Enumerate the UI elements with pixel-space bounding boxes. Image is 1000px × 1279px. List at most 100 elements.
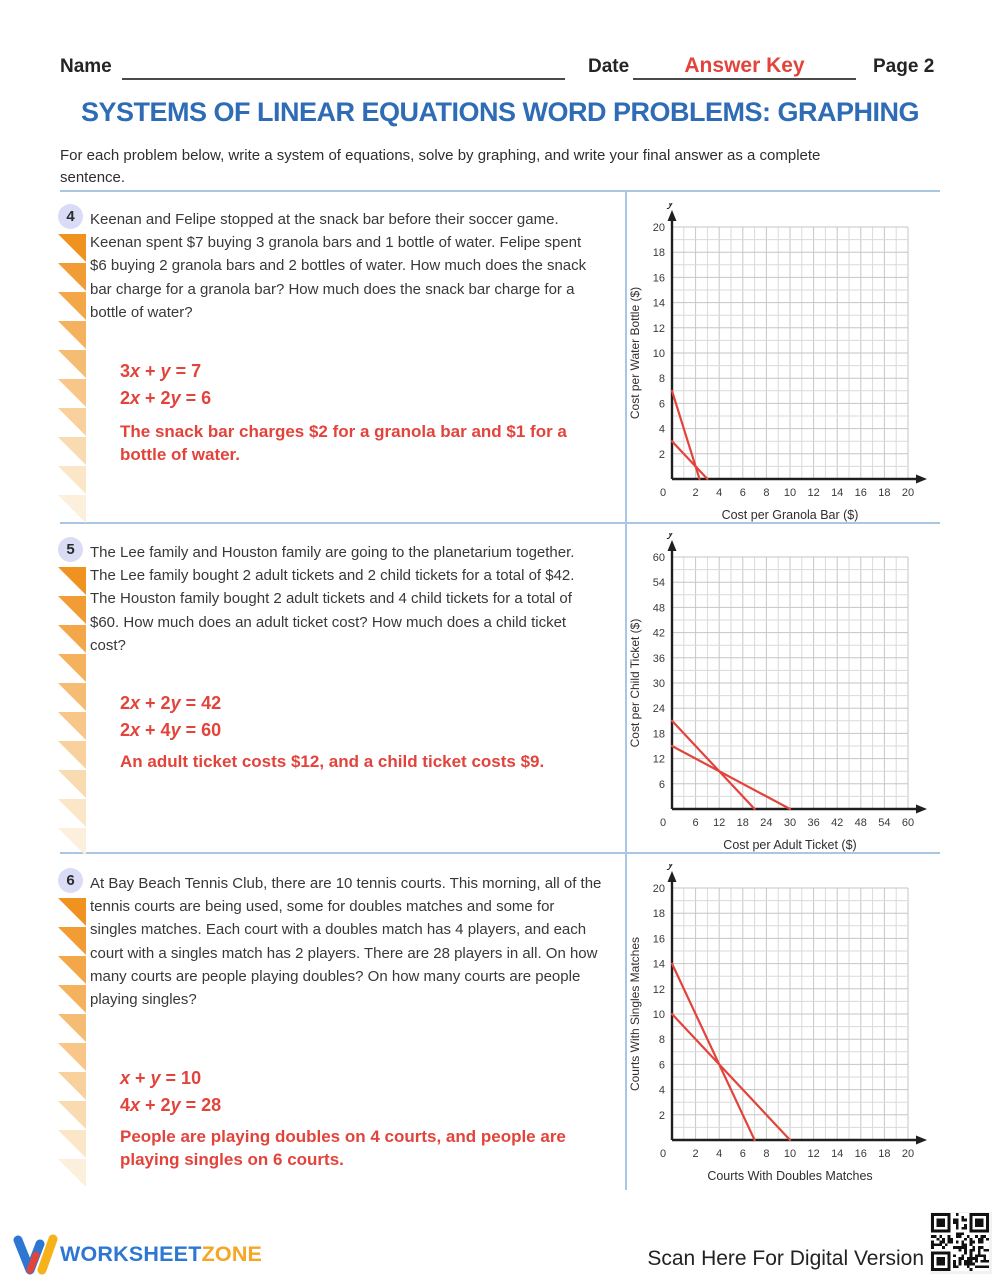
svg-text:0: 0 xyxy=(660,487,666,499)
instructions: For each problem below, write a system o… xyxy=(60,147,821,186)
svg-text:0: 0 xyxy=(660,1148,666,1160)
x-axis-arrow-icon xyxy=(916,804,927,814)
svg-text:6: 6 xyxy=(693,817,699,829)
y-axis-letter: y xyxy=(667,203,676,209)
svg-text:20: 20 xyxy=(902,487,914,499)
triangle-icon xyxy=(58,437,86,465)
svg-text:42: 42 xyxy=(831,817,843,829)
triangle-icon xyxy=(58,1101,86,1129)
svg-text:4: 4 xyxy=(716,487,722,499)
triangle-icon xyxy=(58,567,86,595)
svg-text:18: 18 xyxy=(653,908,665,920)
svg-text:2: 2 xyxy=(693,487,699,499)
y-axis-letter: y xyxy=(667,533,676,539)
x-axis-title: Cost per Granola Bar ($) xyxy=(722,508,859,522)
triangle-icon xyxy=(58,741,86,769)
triangle-icon xyxy=(58,799,86,827)
triangle-icon xyxy=(58,379,86,407)
svg-text:36: 36 xyxy=(807,817,819,829)
triangle-icon xyxy=(58,466,86,494)
svg-text:16: 16 xyxy=(855,487,867,499)
x-tick-labels: 0 6 12 18 24 30 36 42 48 54 60 xyxy=(660,817,914,829)
svg-text:54: 54 xyxy=(878,817,890,829)
triangle-icon xyxy=(58,828,86,856)
svg-text:12: 12 xyxy=(653,984,665,996)
page-number: Page 2 xyxy=(873,56,935,77)
svg-text:6: 6 xyxy=(740,487,746,499)
svg-text:18: 18 xyxy=(878,487,890,499)
triangle-icon xyxy=(58,683,86,711)
triangle-icon xyxy=(58,1130,86,1158)
svg-text:6: 6 xyxy=(659,779,665,791)
svg-text:6: 6 xyxy=(659,1059,665,1071)
problem-6-section: 6 At Bay Beach Tennis Club, there are 10… xyxy=(56,858,616,1190)
svg-text:8: 8 xyxy=(659,1034,665,1046)
svg-text:16: 16 xyxy=(855,1148,867,1160)
triangle-icon xyxy=(58,712,86,740)
svg-text:30: 30 xyxy=(653,678,665,690)
svg-text:14: 14 xyxy=(653,959,665,971)
divider-top xyxy=(60,190,940,192)
svg-text:10: 10 xyxy=(784,487,796,499)
y-axis-title: Cost per Child Ticket ($) xyxy=(628,619,642,748)
axes xyxy=(670,549,918,811)
svg-text:16: 16 xyxy=(653,933,665,945)
svg-text:2: 2 xyxy=(659,1110,665,1122)
series-line xyxy=(670,962,756,1142)
svg-text:8: 8 xyxy=(763,487,769,499)
svg-text:36: 36 xyxy=(653,653,665,665)
problem-4-section: 4 Keenan and Felipe stopped at the snack… xyxy=(56,196,616,523)
svg-text:8: 8 xyxy=(763,1148,769,1160)
divider-mid-2 xyxy=(60,852,940,854)
problem-number-badge: 6 xyxy=(58,868,83,893)
answer-text: An adult ticket costs $12, and a child t… xyxy=(120,752,545,771)
y-tick-labels: 2 4 6 8 10 12 14 16 18 20 xyxy=(653,883,665,1122)
svg-text:18: 18 xyxy=(737,817,749,829)
triangle-icon xyxy=(58,1072,86,1100)
svg-text:10: 10 xyxy=(653,1009,665,1021)
triangle-icon xyxy=(58,625,86,653)
equation-1: x + y = 10 xyxy=(120,1068,202,1088)
y-tick-labels: 6 12 18 24 30 36 42 48 54 60 xyxy=(653,552,665,791)
date-blank-line xyxy=(633,78,856,80)
svg-text:16: 16 xyxy=(653,272,665,284)
grid xyxy=(672,887,909,1140)
svg-text:8: 8 xyxy=(659,373,665,385)
divider-mid-1 xyxy=(60,522,940,524)
y-axis-title: Cost per Water Bottle ($) xyxy=(628,287,642,419)
triangle-icon xyxy=(58,654,86,682)
axes xyxy=(670,219,918,481)
graph-problem-6: xy024681012141618202468101214161820Court… xyxy=(626,864,930,1196)
equation-1: 2x + 2y = 42 xyxy=(120,693,222,713)
qr-code xyxy=(930,1212,992,1274)
svg-text:48: 48 xyxy=(855,817,867,829)
answer-text: The snack bar charges $2 for a granola b… xyxy=(120,422,567,464)
svg-text:6: 6 xyxy=(659,398,665,410)
series-line xyxy=(670,744,792,811)
svg-text:14: 14 xyxy=(831,1148,843,1160)
series-line xyxy=(670,1012,792,1142)
y-axis-letter: y xyxy=(667,864,676,870)
x-axis-arrow-icon xyxy=(916,474,927,484)
svg-text:10: 10 xyxy=(784,1148,796,1160)
problem-text: The Lee family and Houston family are go… xyxy=(90,544,575,654)
y-tick-labels: 2 4 6 8 10 12 14 16 18 20 xyxy=(653,222,665,461)
svg-text:20: 20 xyxy=(653,883,665,895)
svg-text:20: 20 xyxy=(653,222,665,234)
svg-text:30: 30 xyxy=(784,817,796,829)
svg-text:10: 10 xyxy=(653,348,665,360)
y-axis-arrow-icon xyxy=(667,540,677,551)
y-axis-arrow-icon xyxy=(667,210,677,221)
svg-text:2: 2 xyxy=(693,1148,699,1160)
date-label: Date xyxy=(588,56,630,77)
svg-text:42: 42 xyxy=(653,628,665,640)
triangle-icon xyxy=(58,1043,86,1071)
scan-here-label: Scan Here For Digital Version xyxy=(647,1247,924,1270)
triangle-icon xyxy=(58,263,86,291)
equation-2: 2x + 4y = 60 xyxy=(120,720,222,740)
series-line xyxy=(670,440,709,481)
svg-text:24: 24 xyxy=(653,703,665,715)
x-tick-labels: 0 2 4 6 8 10 12 14 16 18 20 xyxy=(660,1148,914,1160)
grid xyxy=(672,556,909,809)
svg-text:20: 20 xyxy=(902,1148,914,1160)
